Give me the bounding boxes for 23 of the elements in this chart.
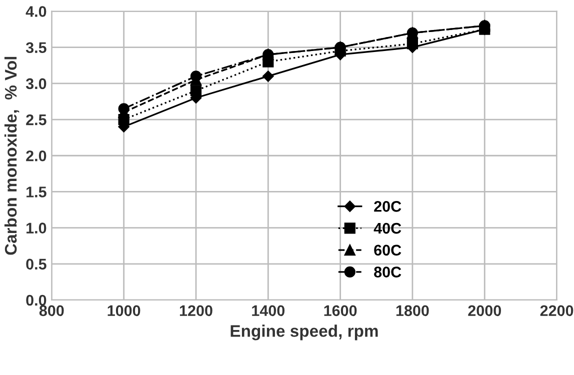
x-axis-title: Engine speed, rpm	[230, 324, 378, 340]
legend-label: 60C	[374, 244, 402, 256]
y-tick-label: 1.5	[26, 186, 46, 198]
x-tick-label: 2200	[540, 305, 574, 316]
y-tick-label: 3.5	[26, 42, 46, 54]
y-tick-label: 3.0	[26, 78, 46, 90]
y-tick-label: 1.0	[26, 222, 46, 234]
y-tick-label: 4.0	[26, 6, 46, 17]
y-axis-title: Carbon monoxide, % Vol	[4, 56, 20, 255]
y-tick-label: 2.0	[26, 150, 46, 162]
x-tick-label: 1400	[252, 305, 285, 316]
x-tick-label: 1600	[324, 305, 357, 316]
y-tick-label: 0.5	[26, 258, 46, 270]
legend-label: 40C	[374, 222, 402, 234]
x-tick-label: 2000	[468, 305, 501, 316]
legend-label: 20C	[374, 200, 402, 212]
x-tick-label: 1000	[108, 305, 140, 316]
x-tick-label: 1800	[396, 305, 429, 316]
y-tick-label: 2.5	[26, 114, 46, 126]
x-tick-label: 1200	[180, 305, 212, 316]
legend-label: 80C	[374, 266, 402, 278]
y-tick-label: 0.0	[26, 294, 46, 306]
x-tick-label: 800	[39, 305, 64, 316]
